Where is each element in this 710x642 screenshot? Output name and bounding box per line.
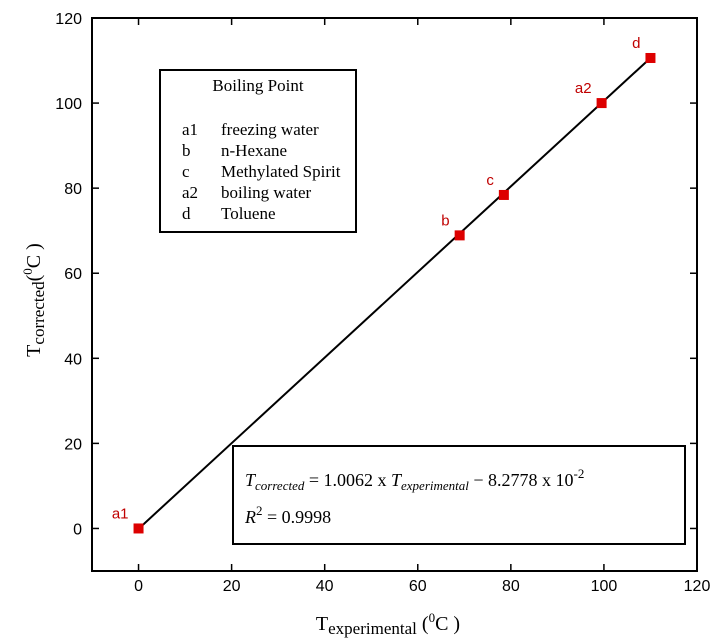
fit-equation: Tcorrected = 1.0062 x Texperimental − 8.… — [245, 466, 584, 493]
x-axis-title: Texperimental (0C ) — [316, 610, 460, 638]
point-label-a1: a1 — [112, 505, 129, 522]
legend-name-c: Methylated Spirit — [221, 162, 341, 181]
eq-lhs-sub: corrected — [255, 478, 305, 493]
x-tick-label: 60 — [409, 578, 427, 595]
x-tick-label: 20 — [223, 578, 241, 595]
r2-main: R — [244, 507, 256, 527]
y-tick-label: 60 — [64, 266, 82, 283]
equation-box: Tcorrected = 1.0062 x Texperimental − 8.… — [232, 445, 686, 545]
eq-part2: − 8.2778 x 10 — [469, 470, 574, 490]
legend-name-a2: boiling water — [221, 183, 312, 202]
r2-rest: = 0.9998 — [263, 507, 332, 527]
y-title-sub: corrected — [29, 281, 48, 345]
legend-code-c: c — [182, 162, 190, 181]
y-title-sup: 0 — [20, 268, 35, 275]
x-title-sup: 0 — [429, 610, 436, 625]
y-axis-title: Tcorrected(0C ) — [20, 243, 48, 357]
data-point-d — [645, 52, 656, 63]
data-point-b — [454, 230, 465, 241]
eq-exponent: -2 — [574, 466, 585, 481]
point-label-a2: a2 — [575, 80, 592, 97]
eq-part1: = 1.0062 x — [304, 470, 391, 490]
data-point-c — [498, 189, 509, 200]
x-title-main: T — [316, 613, 328, 635]
x-tick-label: 80 — [502, 578, 520, 595]
legend-code-a1: a1 — [182, 120, 198, 139]
eq-rhs-main: T — [391, 470, 403, 490]
y-tick-label: 20 — [64, 436, 82, 453]
y-tick-label: 120 — [55, 11, 82, 28]
x-tick-label: 100 — [591, 578, 618, 595]
y-title-open: ( — [23, 274, 45, 281]
data-point-a1 — [133, 523, 144, 534]
eq-lhs-main: T — [245, 470, 257, 490]
legend-code-d: d — [182, 204, 191, 223]
x-tick-label: 120 — [684, 578, 710, 595]
point-label-b: b — [441, 212, 449, 229]
legend-box — [159, 69, 357, 233]
data-point-a2 — [596, 98, 607, 109]
x-tick-label: 0 — [134, 578, 143, 595]
r2-sup: 2 — [256, 503, 263, 518]
y-title-main: T — [23, 345, 45, 357]
eq-rhs-sub: experimental — [401, 478, 469, 493]
y-title-unit: C ) — [23, 243, 45, 268]
x-title-open: ( — [417, 613, 429, 635]
legend-title: Boiling Point — [212, 76, 303, 95]
legend-name-d: Toluene — [221, 204, 276, 223]
legend-name-b: n-Hexane — [221, 141, 287, 160]
fit-line-layer — [135, 55, 654, 532]
legend-code-b: b — [182, 141, 191, 160]
point-label-d: d — [632, 35, 640, 52]
x-tick-label: 40 — [316, 578, 334, 595]
equation-frame — [232, 445, 686, 545]
x-title-unit: C ) — [435, 613, 460, 635]
axis-ticks: 0 20 40 60 80 100 120 0 20 40 60 80 100 120 — [55, 11, 710, 595]
r-squared: R2 = 0.9998 — [244, 503, 331, 527]
legend-entries: a1 freezing water b n-Hexane c Methylated Spi… — [182, 120, 341, 223]
y-tick-label: 0 — [73, 521, 82, 538]
y-tick-label: 100 — [55, 96, 82, 113]
point-label-c: c — [486, 172, 494, 189]
legend-code-a2: a2 — [182, 183, 198, 202]
x-title-sub: experimental — [328, 619, 417, 638]
legend-name-a1: freezing water — [221, 120, 319, 139]
y-tick-label: 80 — [64, 181, 82, 198]
fit-line — [135, 55, 654, 532]
y-tick-label: 40 — [64, 351, 82, 368]
legend: Boiling Point a1 freezing water b n-Hexane c… — [159, 69, 357, 233]
plot-frame — [91, 17, 698, 572]
